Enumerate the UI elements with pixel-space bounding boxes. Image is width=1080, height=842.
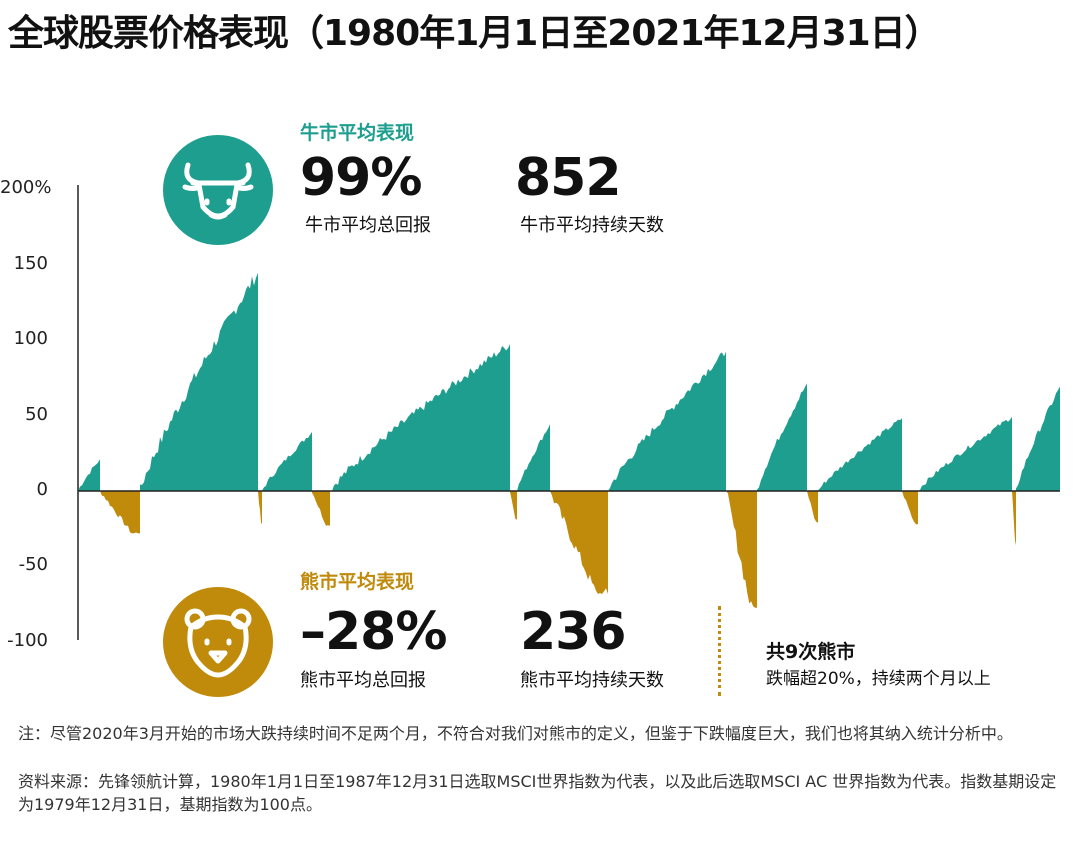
bull-market-area: [330, 344, 510, 491]
page-title: 全球股票价格表现（1980年1月1日至2021年12月31日）: [8, 13, 941, 54]
bull-market-area: [262, 431, 312, 491]
bull-market-area: [608, 351, 726, 491]
bear-market-area: [1012, 491, 1016, 546]
bear-heading: 熊市平均表现: [300, 571, 415, 593]
bear-market-area: [312, 491, 330, 526]
y-tick-label: -100: [7, 630, 48, 651]
y-tick-label: 100: [13, 328, 48, 349]
bear-days-label: 熊市平均持续天数: [520, 670, 664, 691]
y-tick-label: 50: [25, 404, 48, 425]
bull-market-area: [517, 424, 550, 491]
divider-dotted: [718, 606, 721, 696]
bear-return-value: –28%: [300, 602, 447, 662]
bull-return-label: 牛市平均总回报: [305, 215, 431, 236]
source-note: 资料来源：先锋领航计算，1980年1月1日至1987年12月31日选取MSCI世…: [18, 772, 1057, 814]
bear-count-desc: 跌幅超20%，持续两个月以上: [766, 669, 991, 689]
bull-market-area: [140, 272, 258, 491]
footnote: 注：尽管2020年3月开始的市场大跌持续时间不足两个月，不符合对我们对熊市的定义…: [18, 724, 1013, 743]
bear-market-area: [510, 491, 517, 520]
bear-market-area: [726, 491, 757, 608]
bull-days-value: 852: [515, 148, 622, 208]
bear-days-value: 236: [520, 602, 627, 662]
bear-return-label: 熊市平均总回报: [300, 670, 426, 691]
bear-badge: [163, 587, 273, 697]
bull-heading: 牛市平均表现: [300, 122, 415, 144]
bull-days-label: 牛市平均持续天数: [520, 215, 664, 236]
bull-market-area: [78, 459, 100, 491]
y-tick-label: 150: [13, 253, 48, 274]
bear-count-title: 共9次熊市: [766, 641, 856, 663]
bear-market-area: [902, 491, 918, 525]
y-tick-label: 0: [36, 479, 48, 500]
bull-market-area: [918, 416, 1012, 491]
bull-market-area: [757, 383, 807, 491]
bear-icon: [184, 608, 252, 678]
bull-market-area: [1016, 386, 1060, 491]
bear-market-area: [807, 491, 818, 523]
bull-return-value: 99%: [300, 148, 422, 208]
y-tick-label: -50: [18, 554, 48, 575]
bull-badge: [163, 135, 273, 245]
bull-icon: [182, 162, 254, 220]
bear-market-area: [550, 491, 608, 594]
y-tick-label: 200%: [0, 177, 52, 198]
bear-market-area: [100, 491, 140, 534]
bear-market-area: [258, 491, 262, 525]
bull-market-area: [818, 418, 902, 491]
